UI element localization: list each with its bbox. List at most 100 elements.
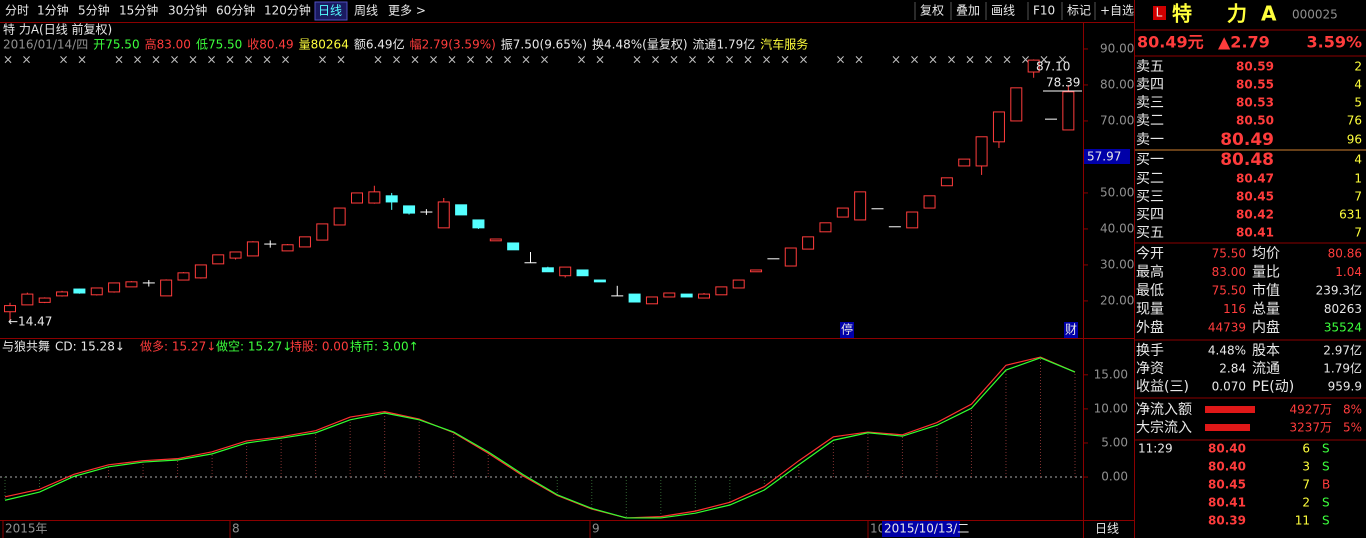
candle-body [507, 242, 520, 251]
candle-body [351, 192, 363, 204]
stat-label: 收益(三) [1136, 379, 1189, 395]
y-tick-label: 5.00 [1101, 435, 1128, 449]
candle-body [229, 251, 242, 259]
period-tab[interactable]: 60分钟 [216, 3, 255, 18]
book-label: 卖二 [1136, 113, 1164, 129]
candle-body [1062, 91, 1075, 131]
marker: × [206, 53, 216, 67]
marker: × [21, 53, 31, 67]
indicator-header: CD: 15.28↓ [55, 340, 125, 354]
info-item: 额6.49亿 [354, 37, 405, 52]
candle-body [108, 282, 121, 293]
book-label: 买一 [1136, 152, 1164, 168]
tool-button[interactable]: 标记 [1067, 4, 1091, 18]
candle-body [802, 236, 815, 250]
high-label: 87.10 [1036, 60, 1070, 74]
marker: × [983, 53, 993, 67]
marker: × [280, 53, 290, 67]
book-volume: 1 [1354, 172, 1362, 186]
stock-code: 000025 [1292, 8, 1338, 22]
candle-body [836, 207, 849, 218]
marker: × [687, 53, 697, 67]
period-tab[interactable]: 1分钟 [37, 3, 69, 18]
candle-body [368, 191, 381, 204]
marker: × [114, 53, 124, 67]
stat-label: 最高 [1136, 264, 1164, 281]
book-price: 80.59 [1236, 60, 1274, 74]
candle-body [750, 269, 763, 273]
info-item: 流通1.79亿 [693, 37, 756, 52]
book-volume: 4 [1354, 153, 1362, 167]
period-tab[interactable]: 更多 > [388, 4, 426, 18]
candle-body [160, 279, 173, 297]
candle-body [628, 293, 641, 303]
tool-button[interactable]: +自选 [1100, 4, 1134, 18]
tick-volume: 6 [1302, 442, 1310, 456]
indicator-header: 做空: 15.27↓ [216, 339, 292, 354]
tool-button[interactable]: 画线 [991, 4, 1015, 18]
stat-value: 4.48% [1208, 344, 1246, 358]
stat-value: 44739 [1208, 321, 1246, 335]
book-label: 卖三 [1136, 95, 1164, 111]
indicator-header: 持币: 3.00↑ [350, 339, 419, 354]
book-label: 卖五 [1136, 59, 1164, 75]
marker: × [743, 53, 753, 67]
stat-label: 换手 [1136, 342, 1164, 359]
book-volume: 76 [1347, 114, 1362, 128]
info-item: 幅2.79(3.59%) [410, 37, 496, 52]
period-tab[interactable]: 周线 [354, 4, 378, 18]
flag[interactable]: 财 [1065, 323, 1077, 337]
stat-value: 239.3亿 [1316, 283, 1362, 298]
badge [1153, 6, 1166, 20]
tick-side: S [1322, 442, 1330, 456]
stat-value: 116 [1223, 302, 1246, 316]
marker: × [58, 53, 68, 67]
y-tick-label: 20.00 [1100, 293, 1134, 307]
period-tab[interactable]: 日线 [318, 4, 342, 18]
book-volume: 7 [1354, 226, 1362, 240]
tool-button[interactable]: F10 [1033, 4, 1055, 18]
candle-body [316, 223, 329, 241]
marker: × [632, 53, 642, 67]
tool-button[interactable]: 叠加 [956, 4, 980, 18]
stat-value: 0.070 [1212, 380, 1246, 394]
period-tab[interactable]: 5分钟 [78, 3, 110, 18]
marker: × [798, 53, 808, 67]
tick-side: S [1322, 514, 1330, 528]
marker: × [650, 53, 660, 67]
stat-label: 现量 [1136, 302, 1164, 318]
low-label: ←14.47 [8, 315, 52, 329]
stock-name: 特 力A [1172, 2, 1290, 26]
marker: × [484, 53, 494, 67]
stat-value: 2.84 [1219, 362, 1246, 376]
candle-body [854, 191, 867, 221]
marker: × [410, 53, 420, 67]
flow-label: 净流入额 [1136, 402, 1192, 418]
marker: × [317, 53, 327, 67]
marker: × [188, 53, 198, 67]
book-label: 买四 [1136, 207, 1164, 223]
candle-body [90, 287, 103, 296]
tick-price: 80.41 [1208, 496, 1246, 510]
marker: × [336, 53, 346, 67]
tool-button[interactable]: 复权 [920, 4, 944, 18]
badge-text: L [1156, 6, 1163, 20]
book-label: 买五 [1136, 225, 1164, 241]
period-tab[interactable]: 15分钟 [119, 3, 158, 18]
candle-body [975, 136, 988, 167]
marker: × [539, 53, 549, 67]
period-tab[interactable]: 30分钟 [168, 3, 207, 18]
marker: × [151, 53, 161, 67]
period-tab[interactable]: 120分钟 [264, 3, 311, 18]
flow-pct: 8% [1343, 403, 1362, 417]
flag[interactable]: 停 [841, 322, 853, 337]
stat-value: 959.9 [1328, 380, 1362, 394]
candle-body [1027, 59, 1040, 73]
period-tab[interactable]: 分时 [5, 4, 29, 18]
book-volume: 96 [1347, 133, 1362, 147]
tick-side: B [1322, 478, 1330, 492]
candle-body [663, 292, 676, 298]
marker: × [391, 53, 401, 67]
candle-body [437, 201, 450, 229]
